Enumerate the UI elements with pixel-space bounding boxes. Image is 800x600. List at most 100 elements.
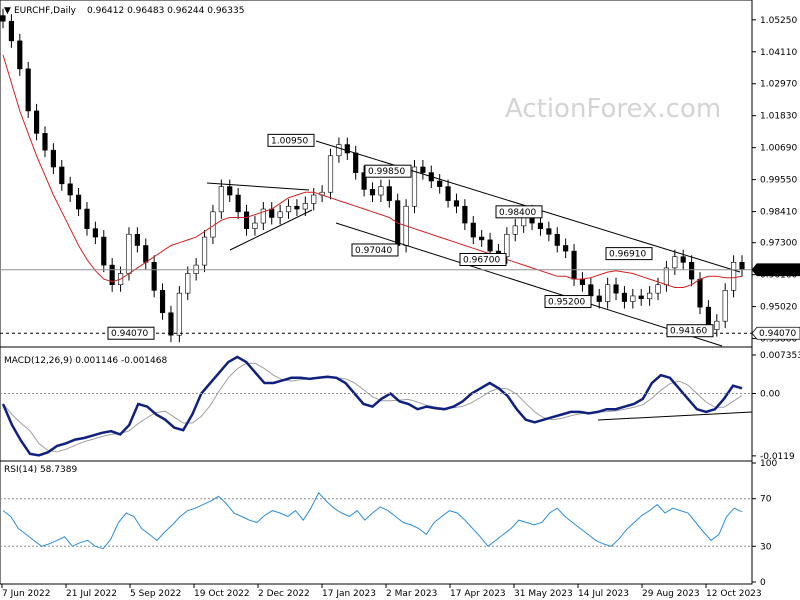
sma-line <box>2 54 743 288</box>
candle-body <box>67 183 73 196</box>
candle-body <box>437 180 443 187</box>
watermark: ActionForex.com <box>505 94 721 124</box>
candle-body <box>386 186 392 201</box>
annotation-box <box>459 253 507 266</box>
rsi-line <box>2 491 743 550</box>
date-tick-label: 7 Jun 2022 <box>2 589 50 599</box>
candle-body <box>159 290 166 314</box>
annotation-box <box>605 247 653 261</box>
candle-body <box>655 284 661 294</box>
date-tick-label: 14 Jul 2023 <box>578 589 629 599</box>
annotation-label: 0.96910 <box>609 250 646 260</box>
candle-body <box>260 208 266 224</box>
candle-body <box>243 211 250 229</box>
price-tag <box>751 326 800 340</box>
macd-trendline <box>597 411 753 421</box>
candle-body <box>17 40 23 70</box>
candle-body <box>621 292 628 302</box>
candle-body <box>269 208 275 218</box>
candle-body <box>672 256 678 269</box>
candle-body <box>235 194 241 213</box>
candle-body <box>537 222 544 229</box>
candle-body <box>596 295 602 302</box>
candle-body <box>42 133 48 151</box>
candle-body <box>722 290 728 322</box>
candle-body <box>714 320 720 330</box>
candle-body <box>512 225 518 235</box>
candle-body <box>92 228 98 238</box>
chart-title: EURCHF,Daily <box>14 6 77 16</box>
candle-body <box>311 194 317 204</box>
candle-body <box>302 203 308 210</box>
channel-lower-line <box>335 222 723 347</box>
candle-body <box>462 205 468 224</box>
price-tick-label: 0.97300 <box>760 239 797 249</box>
macd-signal-line <box>2 362 743 453</box>
candle-body <box>176 292 182 336</box>
rsi-tick-label: 100 <box>760 459 777 469</box>
price-tick-label: 0.99550 <box>760 176 797 186</box>
date-tick-label: 31 May 2023 <box>514 589 573 599</box>
price-tick-label: 1.01830 <box>760 112 797 122</box>
candle-body <box>201 236 208 266</box>
chart-title-group: ▼ EURCHF,Daily 0.96412 0.96483 0.96244 0… <box>4 6 244 16</box>
price-tick-label: 0.98410 <box>760 208 797 218</box>
candle-body <box>378 186 384 196</box>
candle-body <box>8 20 14 42</box>
annotation-box <box>666 324 714 338</box>
macd-line <box>1 355 743 457</box>
candle-body <box>327 155 334 193</box>
rsi-axis-ticks: 100 70 30 0 <box>752 459 777 588</box>
candle-body <box>487 239 493 252</box>
candle-body <box>84 208 90 229</box>
candle-body <box>554 233 560 246</box>
candle-body <box>445 186 451 201</box>
date-tick-label: 21 Jul 2022 <box>66 589 117 599</box>
annotation-label: 0.94070 <box>111 329 148 339</box>
candle-body <box>126 233 132 274</box>
candle-body <box>420 166 426 173</box>
candle-body <box>605 284 611 302</box>
annotation-box <box>544 295 592 309</box>
candle-body <box>151 262 157 291</box>
price-annotations: 1.00950 0.99850 0.98400 0.97040 0.96700 0.969… <box>107 133 714 340</box>
candle-body <box>218 186 224 213</box>
candle-body <box>59 166 65 185</box>
price-tick-label: 1.00690 <box>760 144 797 154</box>
annotation-box <box>267 133 315 147</box>
annotation-label: 1.00950 <box>271 136 308 146</box>
price-tag-label: 0.96335 <box>759 266 796 276</box>
candle-body <box>739 262 745 270</box>
candle-body <box>50 149 56 168</box>
candle-body <box>277 211 283 218</box>
candle-body <box>75 194 82 210</box>
annotation-label: 0.97040 <box>355 246 392 256</box>
annotation-label: 0.98400 <box>499 208 536 218</box>
candle-body <box>731 262 737 291</box>
candle-body <box>689 262 695 280</box>
candle-body <box>411 166 418 207</box>
ohlc-readout: 0.96412 0.96483 0.96244 0.96335 <box>87 6 244 16</box>
rsi-tick-label: 0 <box>760 578 766 588</box>
candle-body <box>0 15 6 22</box>
candle-body <box>571 250 577 280</box>
candle-body <box>361 172 367 190</box>
candle-body <box>638 295 644 300</box>
price-tag <box>751 263 800 277</box>
symbol-triangle-icon: ▼ <box>4 6 11 16</box>
candle-body <box>453 200 460 207</box>
candle-body <box>697 278 703 308</box>
date-tick-label: 17 Apr 2023 <box>450 589 506 599</box>
candle-body <box>630 295 636 302</box>
date-tick-label: 17 Jan 2023 <box>322 589 376 599</box>
candle-body <box>109 264 115 286</box>
candle-body <box>563 245 569 252</box>
candle-body <box>101 236 107 266</box>
triangle-lower-line <box>229 209 313 251</box>
triangle-upper-line <box>206 182 310 191</box>
price-tick-label: 1.02970 <box>760 80 797 90</box>
date-tick-label: 29 Aug 2023 <box>642 589 700 599</box>
price-value-tags: 0.96335 0.94070 <box>751 263 800 340</box>
candle-body <box>353 152 359 173</box>
candle-body <box>294 205 300 210</box>
